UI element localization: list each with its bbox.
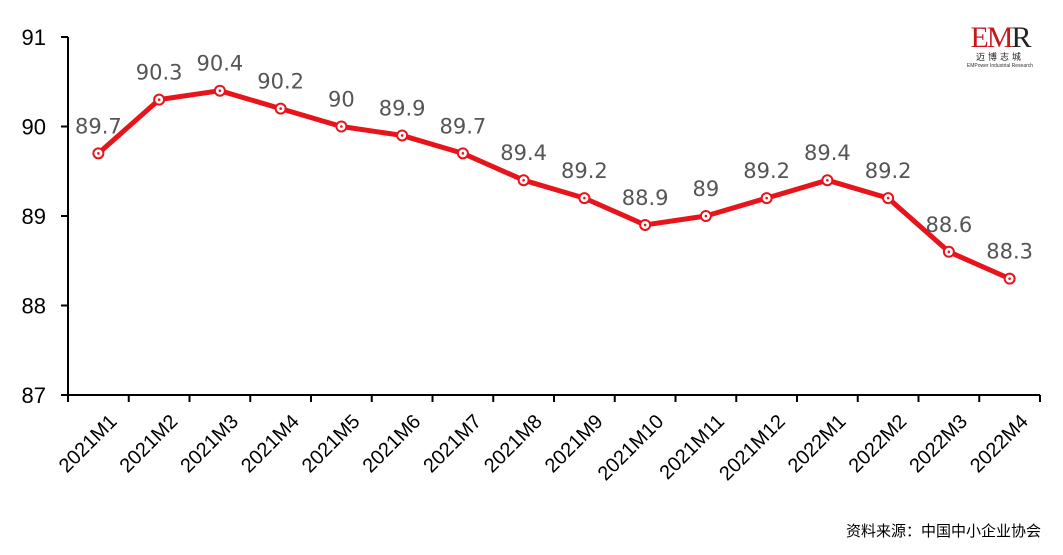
series-line: [96, 88, 1011, 281]
y-tick-label: 87: [22, 383, 46, 408]
data-point-center: [279, 107, 282, 110]
data-point-center: [947, 250, 951, 254]
data-label: 89: [693, 177, 720, 201]
data-label: 89.9: [379, 96, 426, 120]
data-label: 89.4: [804, 141, 851, 165]
x-tick-label: 2022M4: [966, 411, 1033, 478]
y-tick-label: 91: [22, 25, 46, 50]
x-tick-label: 2022M1: [784, 411, 851, 478]
x-tick-label: 2022M3: [905, 411, 972, 478]
x-tick-label: 2021M10: [594, 411, 669, 486]
data-point-center: [340, 125, 343, 128]
data-label: 89.7: [75, 114, 122, 138]
x-tick-label: 2021M6: [359, 411, 426, 478]
data-point-center: [583, 196, 586, 200]
data-label: 89.7: [439, 114, 486, 138]
x-tick-label: 2021M8: [480, 411, 547, 478]
x-tick-label: 2021M2: [116, 411, 183, 478]
data-point-center: [1008, 277, 1011, 280]
x-tick-label: 2021M5: [298, 411, 365, 478]
data-point-center: [461, 152, 465, 155]
x-tick-label: 2022M2: [845, 411, 912, 478]
data-point-center: [218, 89, 222, 92]
data-point-center: [765, 196, 768, 200]
data-label: 88.9: [622, 186, 669, 210]
data-point-center: [157, 98, 161, 101]
data-label: 88.3: [986, 240, 1033, 264]
data-point-center: [886, 196, 890, 200]
x-tick-label: 2021M4: [237, 411, 304, 478]
data-label: 89.2: [561, 159, 608, 183]
data-point-center: [400, 134, 404, 137]
y-tick-label: 90: [22, 115, 46, 140]
x-tick-label: 2021M12: [715, 411, 790, 486]
data-label: 89.2: [865, 159, 912, 183]
data-point-center: [704, 214, 708, 218]
x-tick-label: 2021M7: [419, 411, 486, 478]
x-tick-label: 2021M1: [55, 411, 122, 478]
data-label: 90: [328, 88, 355, 112]
source-note: 资料来源：中国中小企业协会: [845, 522, 1041, 540]
y-tick-label: 89: [22, 204, 46, 229]
x-tick-label: 2021M3: [176, 411, 243, 478]
data-label: 90.4: [196, 52, 243, 76]
data-label: 90.2: [257, 70, 304, 94]
y-tick-label: 88: [22, 294, 46, 319]
data-point-center: [522, 178, 525, 182]
data-label: 89.2: [743, 159, 790, 183]
data-label: 88.6: [925, 213, 972, 237]
data-label: 89.4: [500, 141, 547, 165]
emr-logo: EMR 迈博志城 EMPower Industrial Research: [966, 21, 1034, 70]
data-label: 90.3: [136, 61, 183, 85]
data-point-center: [97, 152, 100, 155]
data-point-center: [643, 223, 647, 227]
data-point-center: [826, 178, 829, 182]
